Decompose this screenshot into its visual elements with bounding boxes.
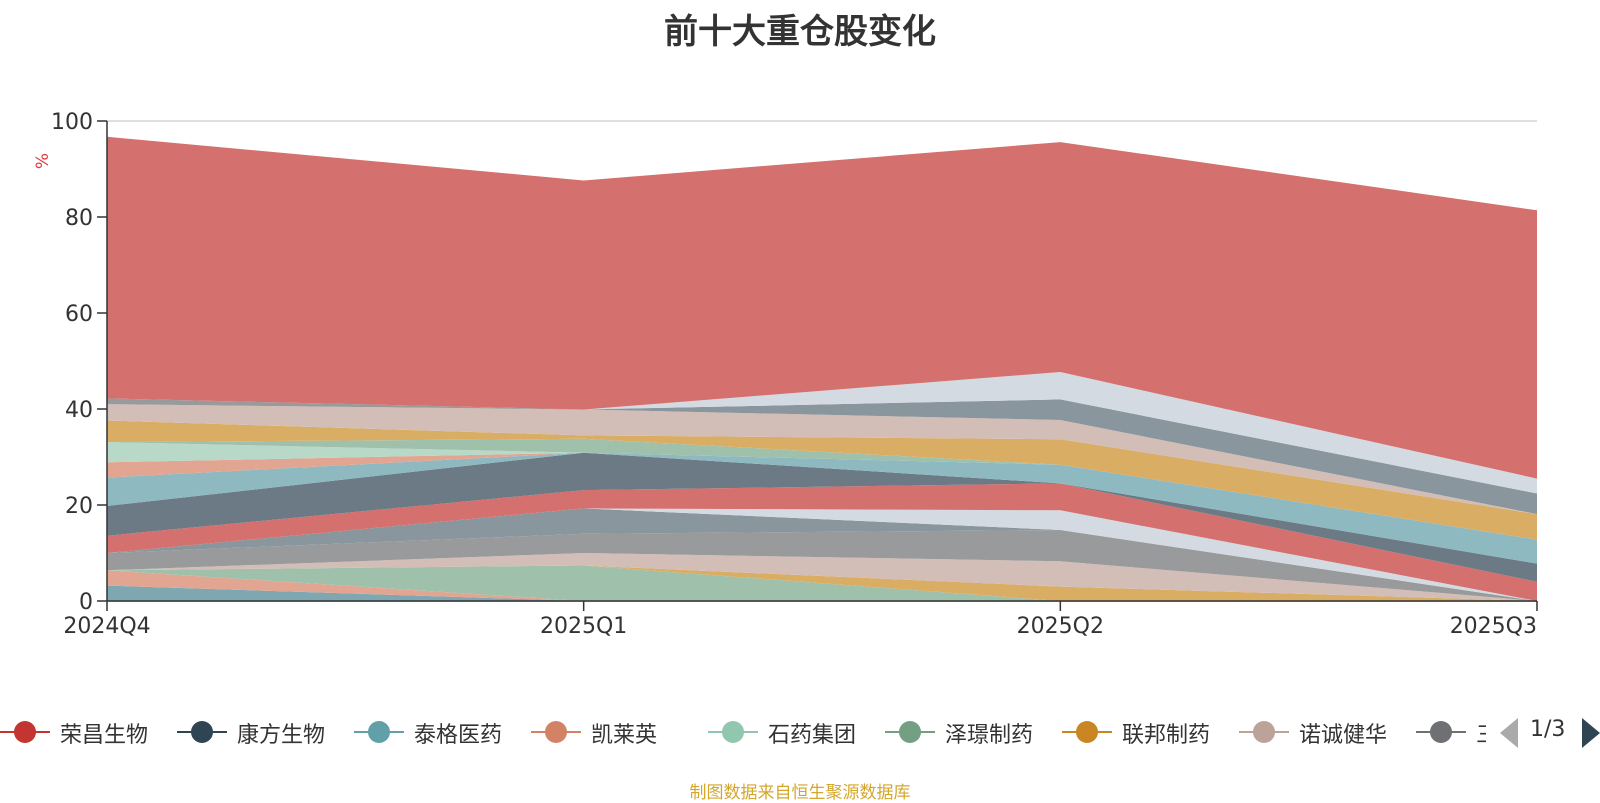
area-series-0: [107, 585, 1537, 601]
legend-label: 凯莱英: [591, 723, 658, 748]
area-series-2: [107, 565, 1537, 601]
legend-label: 康方生物: [237, 723, 326, 748]
legend-item-5[interactable]: 泽璟制药: [885, 708, 1055, 756]
area-series-6: [107, 508, 1537, 601]
chart-canvas: 0 20 40 60 80 100 2024Q4 2025Q1 2025Q2 2025Q3 %: [33, 110, 1538, 639]
area-series-11: [107, 452, 1537, 540]
legend-prev-page-icon[interactable]: [1500, 718, 1518, 748]
y-tick-label-0: 0: [79, 590, 93, 615]
axes: 0 20 40 60 80 100 2024Q4 2025Q1 2025Q2 2025Q3: [51, 110, 1538, 639]
legend-label: 泰格医药: [414, 723, 503, 748]
area-series-14: [107, 420, 1537, 540]
x-tick-label-1: 2025Q1: [540, 614, 627, 639]
legend-label: 石药集团: [768, 723, 857, 748]
legend-item-1[interactable]: 康方生物: [177, 708, 347, 756]
legend-next-page-icon[interactable]: [1582, 718, 1600, 748]
legend-label: 荣昌生物: [60, 723, 149, 748]
area-series-7: [107, 508, 1537, 601]
legend-page-indicator: 1/3: [1530, 717, 1566, 742]
legend-dot-icon: [14, 721, 36, 743]
source-note: 制图数据来自恒生聚源数据库: [689, 783, 911, 803]
y-tick-label-2: 40: [65, 398, 93, 423]
area-series-9: [107, 452, 1537, 582]
area-series-8: [107, 483, 1537, 601]
area-series-15: [107, 404, 1537, 515]
y-tick-label-4: 80: [65, 206, 93, 231]
legend-dot-icon: [545, 721, 567, 743]
legend-label: 联邦制药: [1122, 723, 1211, 748]
legend-item-4[interactable]: 石药集团: [708, 708, 878, 756]
legend-dot-icon: [1253, 721, 1275, 743]
x-tick-label-3: 2025Q3: [1450, 614, 1537, 639]
legend-items: 荣昌生物 康方生物 泰格医药 凯莱英 石药集团 泽璟制药 联邦制药 诺诚健华 三生制药: [0, 708, 1486, 756]
legend-dot-icon: [722, 721, 744, 743]
area-series-5: [107, 530, 1537, 601]
area-series-12: [107, 442, 1537, 540]
legend-item-0[interactable]: 荣昌生物: [0, 708, 170, 756]
legend: 荣昌生物 康方生物 泰格医药 凯莱英 石药集团 泽璟制药 联邦制药 诺诚健华 三生制药 1/3: [0, 708, 1600, 756]
area-series-19: [107, 136, 1537, 479]
area-series: [107, 136, 1537, 601]
legend-label: 三生制药: [1476, 717, 1486, 749]
legend-item-6[interactable]: 联邦制药: [1062, 708, 1232, 756]
x-tick-label-2: 2025Q2: [1017, 614, 1104, 639]
area-series-4: [107, 553, 1537, 601]
legend-dot-icon: [1430, 721, 1452, 743]
legend-item-3[interactable]: 凯莱英: [531, 708, 701, 756]
legend-dot-icon: [1076, 721, 1098, 743]
legend-item-7[interactable]: 诺诚健华: [1239, 708, 1409, 756]
y-tick-label-3: 60: [65, 302, 93, 327]
x-tick-label-0: 2024Q4: [63, 614, 150, 639]
area-series-17: [107, 398, 1537, 515]
y-tick-label-1: 20: [65, 494, 93, 519]
legend-dot-icon: [368, 721, 390, 743]
chart-title: 前十大重仓股变化: [664, 12, 936, 52]
area-series-18: [107, 372, 1537, 494]
y-tick-label-5: 100: [51, 110, 93, 135]
legend-label: 诺诚健华: [1299, 723, 1388, 748]
area-series-10: [107, 452, 1537, 564]
legend-item-2[interactable]: 泰格医药: [354, 708, 524, 756]
legend-item-8[interactable]: 三生制药: [1416, 708, 1486, 756]
legend-label: 泽璟制药: [945, 723, 1034, 748]
legend-dot-icon: [191, 721, 213, 743]
area-series-1: [107, 570, 1537, 601]
legend-dot-icon: [899, 721, 921, 743]
area-series-3: [107, 565, 1537, 601]
y-axis-label: %: [33, 153, 53, 169]
